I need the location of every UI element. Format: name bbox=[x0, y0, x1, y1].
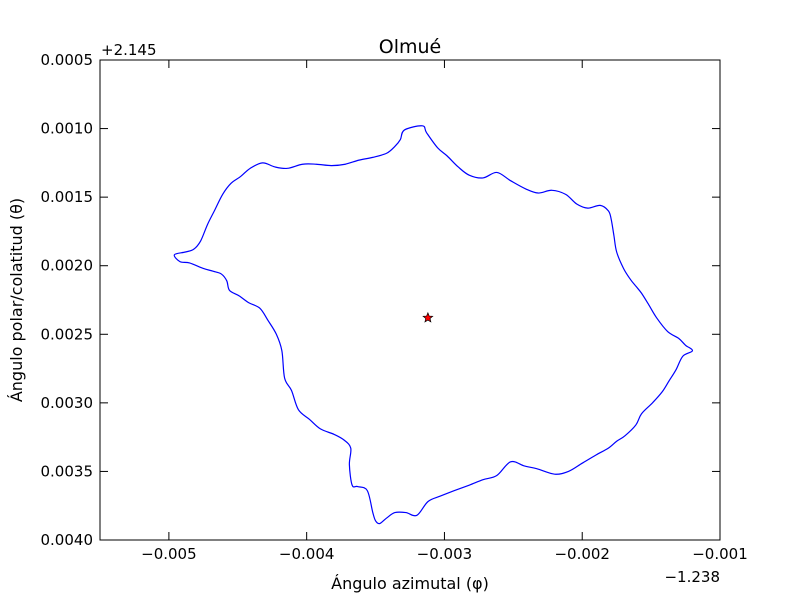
x-tick-label: −0.005 bbox=[141, 545, 197, 563]
plot-frame bbox=[99, 59, 721, 541]
y-tick-label: 0.0005 bbox=[41, 51, 94, 69]
y-axis-label: Ángulo polar/colatitud (θ) bbox=[7, 198, 26, 402]
y-axis-ticks: 0.0005 0.0010 0.0015 0.0020 0.0025 0.0030 0.00… bbox=[41, 51, 720, 549]
chart-title: Olmué bbox=[379, 36, 441, 58]
x-tick-label: −0.003 bbox=[417, 545, 473, 563]
center-star-point bbox=[422, 311, 434, 323]
x-axis-label: Ángulo azimutal (φ) bbox=[331, 574, 489, 593]
x-tick-label: −0.004 bbox=[279, 545, 335, 563]
y-tick-label: 0.0025 bbox=[41, 325, 94, 343]
y-tick-label: 0.0015 bbox=[41, 188, 94, 206]
y-tick-label: 0.0040 bbox=[41, 531, 94, 549]
x-tick-label: −0.002 bbox=[554, 545, 610, 563]
x-tick-label: −0.001 bbox=[692, 545, 748, 563]
series-layer bbox=[173, 125, 694, 525]
y-tick-label: 0.0030 bbox=[41, 394, 94, 412]
y-tick-label: 0.0020 bbox=[41, 257, 94, 275]
x-offset-label: −1.238 bbox=[664, 568, 720, 586]
boundary-line bbox=[173, 125, 694, 525]
y-tick-label: 0.0010 bbox=[41, 120, 94, 138]
x-axis-ticks: −0.005 −0.004 −0.003 −0.002 −0.001 bbox=[141, 60, 748, 563]
y-tick-label: 0.0035 bbox=[41, 462, 94, 480]
y-offset-label: +2.145 bbox=[101, 41, 157, 59]
